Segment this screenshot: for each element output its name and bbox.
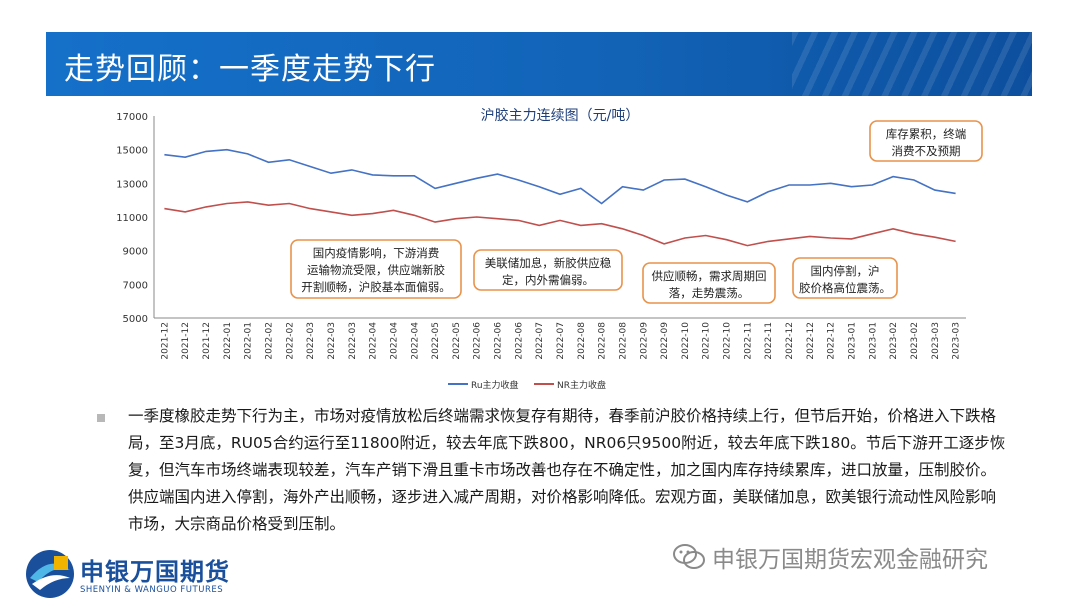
x-tick-label: 2022-08 [577,322,587,360]
x-tick-label: 2022-03 [348,322,358,360]
y-tick-label: 17000 [116,112,148,123]
footer-logo: 申银万国期货 SHENYIN & WANGUO FUTURES [24,548,229,604]
x-tick-label: 2022-02 [285,322,295,360]
y-tick-label: 15000 [116,146,148,157]
x-tick-label: 2023-01 [868,322,878,360]
x-tick-label: 2022-04 [389,322,399,360]
x-tick-label: 2022-04 [410,322,420,360]
x-tick-label: 2022-12 [827,322,837,360]
x-tick-label: 2022-12 [806,322,816,360]
company-logo-icon [26,550,74,598]
annotation-box [290,239,462,299]
annotation-text: 供应顺畅，需求周期回落，走势震荡。 [652,269,767,300]
page-title: 走势回顾：一季度走势下行 [64,52,436,87]
x-tick-label: 2022-09 [660,322,670,360]
annotation-box [869,120,983,162]
annotation-text: 国内停割，沪胶价格高位震荡。 [799,264,891,295]
x-tick-label: 2022-07 [556,322,566,360]
y-tick-label: 5000 [123,314,148,325]
logo-chinese-name: 申银万国期货 [80,558,230,586]
y-tick-label: 11000 [116,213,148,224]
series-line-ru [164,148,956,205]
x-tick-label: 2022-10 [723,322,733,360]
annotation-text: 美联储加息，新胶供应稳定，内外需偏弱。 [485,256,612,287]
x-tick-label: 2022-05 [431,322,441,360]
annotation-box [792,257,898,299]
x-tick-label: 2021-12 [160,322,170,360]
annotation-text: 国内疫情影响，下游消费运输物流受限，供应端新胶开割顺畅，沪胶基本面偏弱。 [301,246,451,294]
x-tick-label: 2022-06 [514,322,524,360]
x-tick-label: 2022-12 [785,322,795,360]
wechat-icon [673,544,705,569]
chart-title: 沪胶主力连续图（元/吨） [481,107,640,124]
watermark: 申银万国期货宏观金融研究 [672,540,988,574]
x-tick-label: 2023-03 [931,322,941,360]
x-tick-label: 2023-02 [889,322,899,360]
annotation-text: 库存累积，终端消费不及预期 [886,127,967,158]
x-tick-label: 2022-04 [369,322,379,360]
x-tick-label: 2023-01 [847,322,857,360]
x-tick-label: 2022-10 [702,322,712,360]
x-tick-label: 2021-12 [202,322,212,360]
x-tick-label: 2023-03 [952,322,962,360]
watermark-text: 申银万国期货宏观金融研究 [712,547,988,573]
logo-english-name: SHENYIN & WANGUO FUTURES [80,585,224,595]
x-tick-label: 2022-02 [265,322,275,360]
x-tick-label: 2022-11 [764,322,774,360]
x-tick-label: 2022-10 [681,322,691,360]
x-tick-label: 2022-08 [598,322,608,360]
legend-entry: NR主力收盘 [557,379,606,391]
y-tick-label: 13000 [116,179,148,190]
x-tick-label: 2022-03 [306,322,316,360]
x-tick-label: 2021-12 [181,322,191,360]
x-tick-label: 2022-08 [618,322,628,360]
bullet-square-icon [97,414,105,422]
legend-entry: Ru主力收盘 [471,379,519,391]
x-tick-label: 2023-02 [910,322,920,360]
x-tick-label: 2022-11 [743,322,753,360]
x-tick-label: 2022-09 [639,322,649,360]
price-chart: 沪胶主力连续图（元/吨） 5000 7000 9000 11000 13000 15000 1… [116,107,983,391]
x-tick-label: 2022-01 [244,322,254,360]
title-bar-decoration [792,32,1032,96]
x-tick-label: 2022-03 [327,322,337,360]
annotation-box [473,249,623,291]
x-tick-label: 2022-06 [473,322,483,360]
annotation-box [642,262,776,304]
y-tick-label: 9000 [123,247,148,258]
series-line-nr [164,201,956,247]
x-tick-label: 2022-07 [535,322,545,360]
x-tick-label: 2022-06 [494,322,504,360]
summary-paragraph: 一季度橡胶走势下行为主，市场对疫情放松后终端需求恢复存有期待，春季前沪胶价格持续… [128,407,1006,533]
x-tick-label: 2022-05 [452,322,462,360]
x-tick-label: 2022-01 [223,322,233,360]
title-bar: 走势回顾：一季度走势下行 [46,32,1032,96]
y-tick-label: 7000 [123,280,148,291]
